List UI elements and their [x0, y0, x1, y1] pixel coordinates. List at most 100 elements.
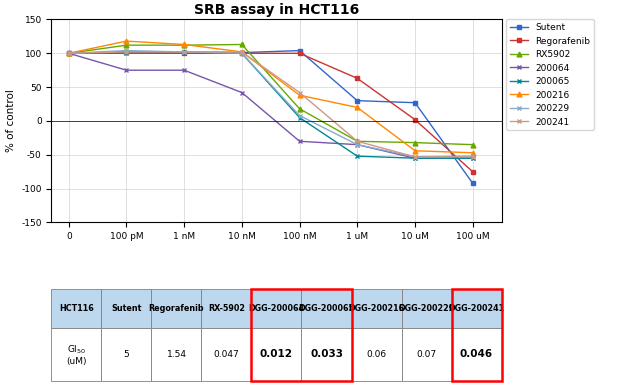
200065 — [469, 156, 476, 161]
200064 — [180, 68, 188, 72]
Bar — [251, 289, 302, 328]
Bar — [102, 289, 152, 328]
Regorafenib — [354, 76, 361, 81]
200064 — [238, 90, 246, 95]
200229 — [354, 142, 361, 147]
Text: DGG-200229: DGG-200229 — [399, 304, 455, 313]
200064 — [469, 156, 476, 161]
Regorafenib — [238, 51, 246, 56]
200229 — [238, 51, 246, 56]
200064 — [65, 51, 73, 56]
Text: DGG-200065: DGG-200065 — [298, 304, 354, 313]
Text: GI$_{50}$
(uM): GI$_{50}$ (uM) — [66, 343, 87, 366]
200065 — [354, 154, 361, 158]
200241 — [411, 154, 419, 159]
200216 — [180, 42, 188, 47]
Text: 0.012: 0.012 — [260, 349, 293, 359]
200065 — [411, 156, 419, 161]
Bar — [251, 328, 302, 381]
200216 — [238, 50, 246, 54]
Text: 0.046: 0.046 — [460, 349, 493, 359]
Text: 0.06: 0.06 — [367, 350, 386, 359]
200229 — [411, 154, 419, 159]
Text: 0.07: 0.07 — [417, 350, 437, 359]
200065 — [180, 51, 188, 56]
200216 — [354, 105, 361, 110]
RX5902 — [296, 107, 303, 111]
RX5902 — [469, 142, 476, 147]
200241 — [65, 51, 73, 56]
Bar — [152, 289, 201, 328]
Line: 200229: 200229 — [66, 48, 475, 159]
RX5902 — [238, 42, 246, 47]
RX5902 — [354, 139, 361, 144]
Text: DGG-200241: DGG-200241 — [448, 304, 505, 313]
Text: DGG-200064: DGG-200064 — [248, 304, 305, 313]
Bar — [352, 328, 401, 381]
200216 — [469, 151, 476, 155]
Text: 0.033: 0.033 — [310, 349, 343, 359]
Bar — [201, 289, 251, 328]
200229 — [65, 51, 73, 56]
Sutent — [123, 50, 131, 54]
Sutent — [296, 48, 303, 53]
Sutent — [65, 51, 73, 56]
Line: Regorafenib: Regorafenib — [66, 49, 475, 174]
Text: Regorafenib: Regorafenib — [149, 304, 204, 313]
Regorafenib — [296, 51, 303, 56]
Bar — [451, 289, 502, 381]
Bar — [152, 328, 201, 381]
200241 — [296, 90, 303, 95]
Title: SRB assay in HCT116: SRB assay in HCT116 — [194, 3, 359, 17]
Bar — [451, 289, 502, 328]
Line: 200064: 200064 — [66, 51, 475, 161]
200216 — [65, 51, 73, 56]
Sutent — [469, 181, 476, 186]
RX5902 — [123, 43, 131, 47]
Text: RX-5902: RX-5902 — [208, 304, 245, 313]
200065 — [238, 51, 246, 56]
200229 — [296, 113, 303, 118]
200229 — [180, 50, 188, 54]
Bar — [302, 289, 352, 328]
Regorafenib — [123, 50, 131, 54]
Y-axis label: % of control: % of control — [6, 89, 15, 152]
Bar — [51, 328, 102, 381]
Text: 1.54: 1.54 — [167, 350, 186, 359]
Sutent — [411, 100, 419, 105]
Sutent — [180, 50, 188, 54]
Legend: Sutent, Regorafenib, RX5902, 200064, 200065, 200216, 200229, 200241: Sutent, Regorafenib, RX5902, 200064, 200… — [506, 19, 593, 130]
200241 — [354, 139, 361, 144]
Bar — [401, 328, 451, 381]
Bar — [51, 289, 102, 328]
Regorafenib — [180, 50, 188, 55]
Bar — [401, 289, 451, 328]
Text: HCT116: HCT116 — [59, 304, 94, 313]
Regorafenib — [411, 117, 419, 122]
200065 — [65, 51, 73, 56]
Sutent — [354, 98, 361, 103]
Text: DGG-200216: DGG-200216 — [349, 304, 404, 313]
Bar — [201, 328, 251, 381]
Line: Sutent: Sutent — [66, 48, 475, 186]
200064 — [296, 139, 303, 144]
200229 — [469, 154, 476, 158]
Bar — [251, 289, 352, 381]
Bar — [352, 289, 401, 328]
Bar — [302, 328, 352, 381]
200241 — [469, 154, 476, 159]
Regorafenib — [65, 51, 73, 56]
Line: 200241: 200241 — [66, 49, 475, 159]
Sutent — [238, 50, 246, 55]
200065 — [123, 51, 131, 56]
Line: 200065: 200065 — [66, 51, 475, 161]
200241 — [123, 50, 131, 54]
Line: RX5902: RX5902 — [66, 42, 475, 147]
200064 — [354, 142, 361, 147]
RX5902 — [180, 43, 188, 47]
Bar — [451, 328, 502, 381]
Line: 200216: 200216 — [66, 39, 475, 155]
200065 — [296, 115, 303, 120]
Bar — [102, 328, 152, 381]
200241 — [238, 50, 246, 54]
